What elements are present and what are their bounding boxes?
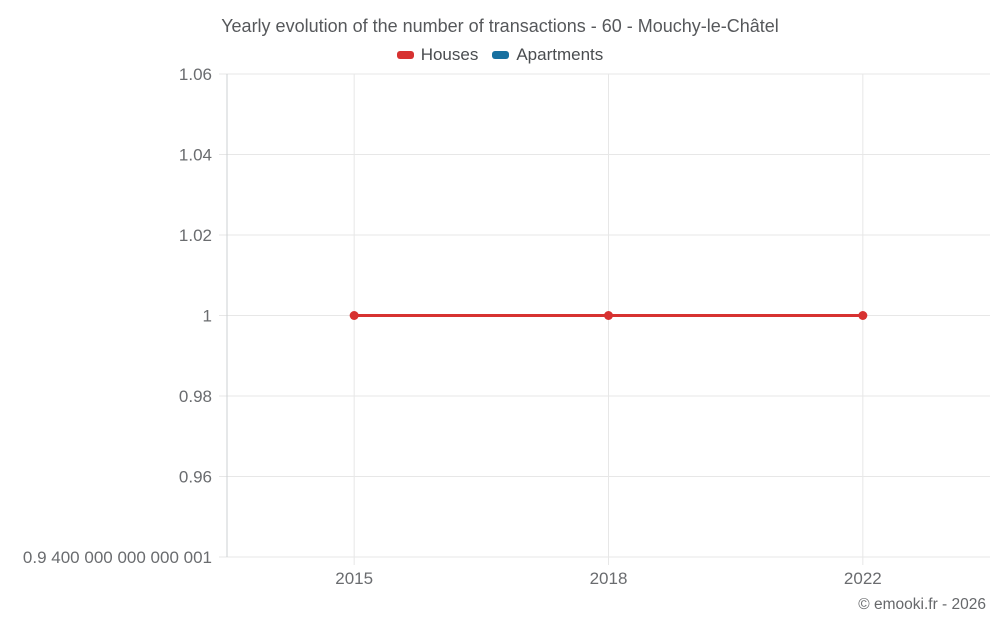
y-tick-label: 1 xyxy=(203,307,212,326)
apartments-swatch-icon xyxy=(492,51,510,59)
y-tick-label: 1.02 xyxy=(179,226,212,245)
x-tick-label: 2022 xyxy=(844,569,882,588)
data-point-houses-2022[interactable] xyxy=(858,311,868,320)
y-tick-label: 0.9 400 000 000 000 001 xyxy=(23,548,212,567)
y-tick-label: 0.96 xyxy=(179,468,212,487)
y-tick-label: 1.04 xyxy=(179,146,212,165)
legend-label-houses: Houses xyxy=(420,45,479,64)
legend: Houses Apartments xyxy=(0,45,1000,65)
legend-item-apartments[interactable]: Apartments xyxy=(492,45,603,65)
x-tick-label: 2018 xyxy=(590,569,628,588)
copyright-text: © emooki.fr - 2026 xyxy=(858,596,986,613)
legend-label-apartments: Apartments xyxy=(516,45,604,64)
legend-item-houses[interactable]: Houses xyxy=(396,45,479,65)
x-tick-label: 2015 xyxy=(335,569,373,588)
data-point-houses-2015[interactable] xyxy=(349,311,359,320)
chart-title: Yearly evolution of the number of transa… xyxy=(221,16,779,36)
y-tick-label: 1.06 xyxy=(179,65,212,84)
y-tick-label: 0.98 xyxy=(179,387,212,406)
houses-swatch-icon xyxy=(396,51,414,59)
data-point-houses-2018[interactable] xyxy=(604,311,613,320)
